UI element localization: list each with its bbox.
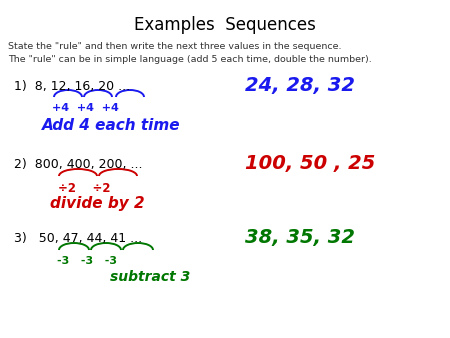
Text: subtract 3: subtract 3 [110, 270, 190, 284]
Text: +4  +4  +4: +4 +4 +4 [52, 103, 119, 113]
Text: ÷2    ÷2: ÷2 ÷2 [58, 182, 111, 195]
Text: -3   -3   -3: -3 -3 -3 [57, 256, 117, 266]
Text: The "rule" can be in simple language (add 5 each time, double the number).: The "rule" can be in simple language (ad… [8, 55, 372, 64]
Text: 24, 28, 32: 24, 28, 32 [245, 76, 355, 95]
Text: Examples  Sequences: Examples Sequences [134, 16, 316, 34]
Text: 1)  8, 12, 16, 20 ...: 1) 8, 12, 16, 20 ... [14, 80, 130, 93]
Text: 38, 35, 32: 38, 35, 32 [245, 228, 355, 247]
Text: divide by 2: divide by 2 [50, 196, 144, 211]
Text: 2)  800, 400, 200, ...: 2) 800, 400, 200, ... [14, 158, 143, 171]
Text: 100, 50 , 25: 100, 50 , 25 [245, 154, 375, 173]
Text: Add 4 each time: Add 4 each time [42, 118, 180, 133]
Text: 3)   50, 47, 44, 41 ...: 3) 50, 47, 44, 41 ... [14, 232, 142, 245]
Text: State the "rule" and then write the next three values in the sequence.: State the "rule" and then write the next… [8, 42, 342, 51]
